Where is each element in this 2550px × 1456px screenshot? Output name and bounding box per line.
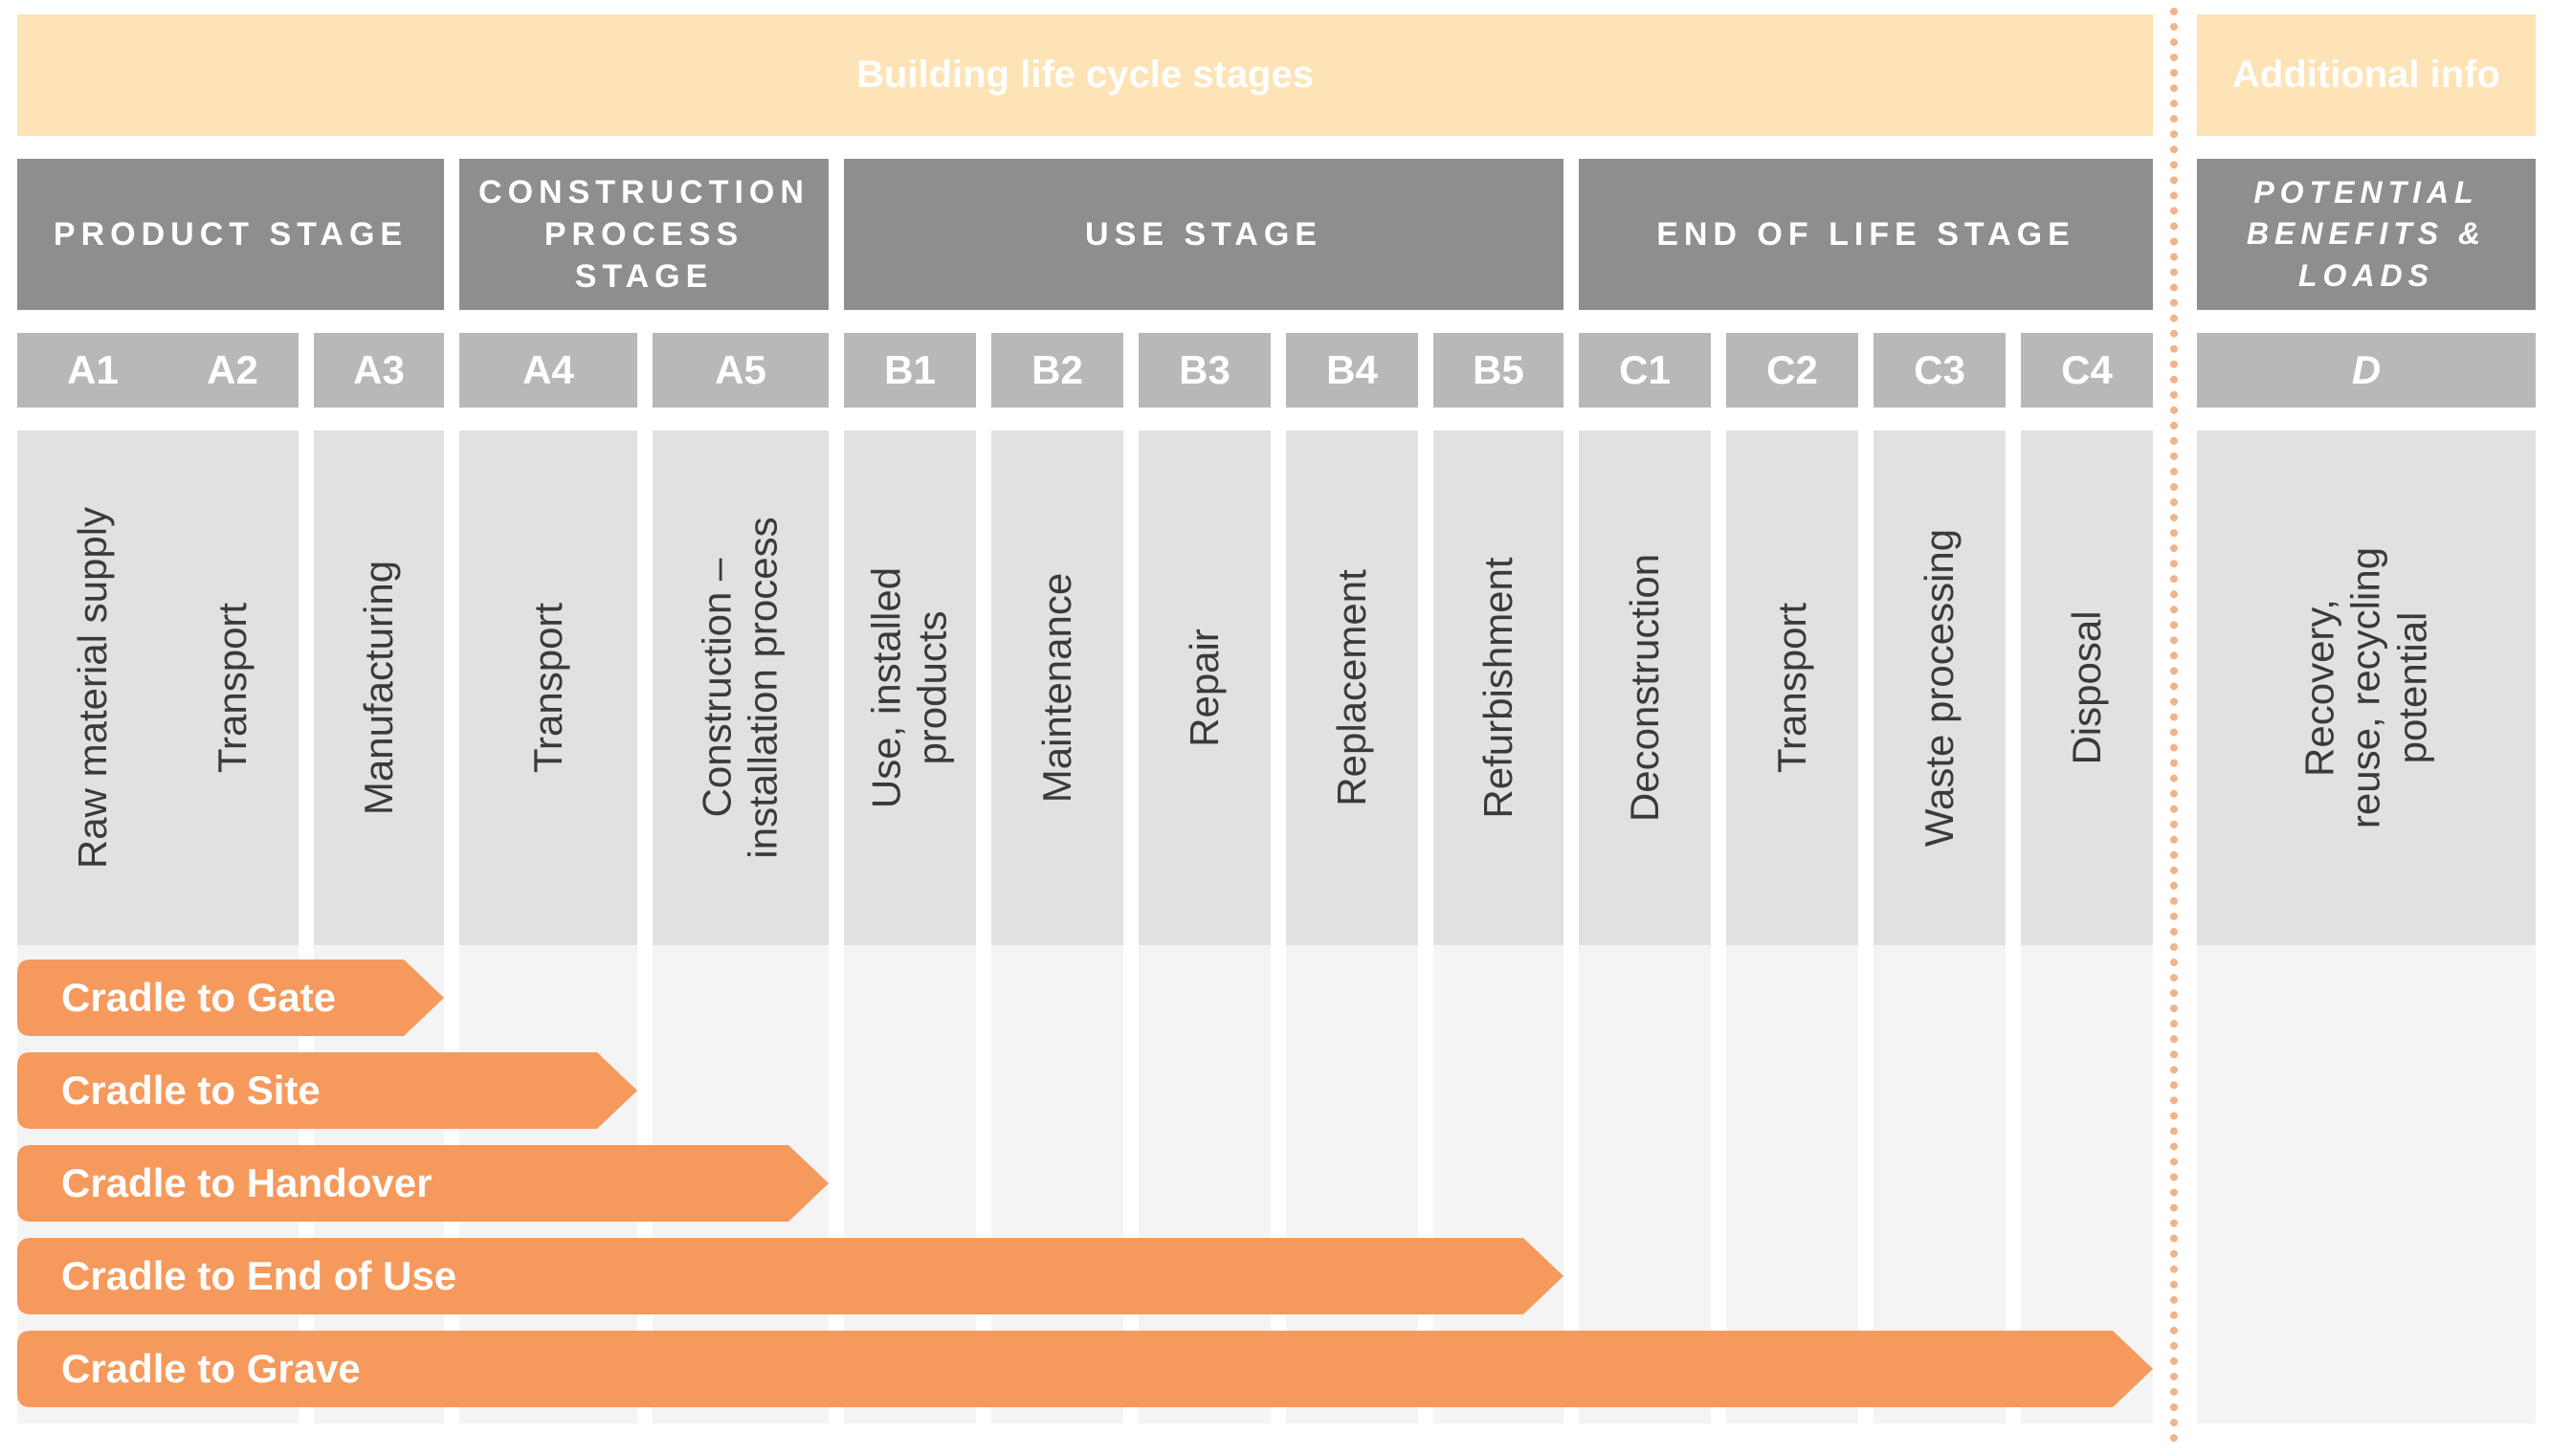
module-code-b2: B2 bbox=[991, 333, 1123, 408]
stage-construction-process: CONSTRUCTION PROCESS STAGE bbox=[459, 159, 829, 310]
scope-label: Cradle to End of Use bbox=[61, 1253, 457, 1298]
scope-arrow-cradle-to-site bbox=[17, 1052, 637, 1129]
building-life-cycle-banner: Building life cycle stages bbox=[17, 14, 2153, 136]
module-description-a2: Transport bbox=[166, 430, 299, 945]
module-description-a1: Raw material supply bbox=[17, 430, 168, 945]
module-code-c1: C1 bbox=[1579, 333, 1711, 408]
module-code-a3: A3 bbox=[314, 333, 444, 408]
scope-arrow-cradle-to-grave bbox=[17, 1331, 2153, 1407]
module-lane-d bbox=[2197, 945, 2536, 1423]
module-code-a4: A4 bbox=[459, 333, 637, 408]
scope-arrow-cradle-to-handover bbox=[17, 1145, 829, 1222]
module-code-c3: C3 bbox=[1874, 333, 2006, 408]
module-description-b2: Maintenance bbox=[991, 430, 1123, 945]
module-description-b4: Replacement bbox=[1286, 430, 1418, 945]
scope-label: Cradle to Grave bbox=[61, 1346, 361, 1391]
scope-label: Cradle to Gate bbox=[61, 975, 337, 1020]
module-description-b3: Repair bbox=[1139, 430, 1271, 945]
scope-arrow-cradle-to-gate bbox=[17, 960, 444, 1036]
module-description-a5: Construction – installation process bbox=[653, 430, 829, 945]
module-code-b5: B5 bbox=[1433, 333, 1563, 408]
module-description-a4: Transport bbox=[459, 430, 637, 945]
module-code-c2: C2 bbox=[1726, 333, 1858, 408]
scope-label: Cradle to Site bbox=[61, 1068, 321, 1113]
scope-arrow-cradle-to-end-of-use bbox=[17, 1238, 1563, 1314]
module-description-b1: Use, installed products bbox=[844, 430, 976, 945]
module-code-a5: A5 bbox=[653, 333, 829, 408]
module-code-b1: B1 bbox=[844, 333, 976, 408]
stage-end-of-life: END OF LIFE STAGE bbox=[1579, 159, 2153, 310]
module-code-b4: B4 bbox=[1286, 333, 1418, 408]
module-description-a3: Manufacturing bbox=[314, 430, 444, 945]
module-description-c1: Deconstruction bbox=[1579, 430, 1711, 945]
module-description-b5: Refurbishment bbox=[1433, 430, 1563, 945]
module-code-d: D bbox=[2197, 333, 2536, 408]
stage-product: PRODUCT STAGE bbox=[17, 159, 444, 310]
info-divider bbox=[2170, 8, 2178, 1443]
stage-use: USE STAGE bbox=[844, 159, 1563, 310]
module-description-c3: Waste processing bbox=[1874, 430, 2006, 945]
module-code-a1: A1 bbox=[17, 333, 168, 408]
module-code-c4: C4 bbox=[2021, 333, 2153, 408]
stage-potential-benefits: POTENTIAL BENEFITS & LOADS bbox=[2197, 159, 2536, 310]
module-description-c4: Disposal bbox=[2021, 430, 2153, 945]
module-code-a2: A2 bbox=[166, 333, 299, 408]
scope-label: Cradle to Handover bbox=[61, 1160, 432, 1205]
module-description-c2: Transport bbox=[1726, 430, 1858, 945]
module-code-b3: B3 bbox=[1139, 333, 1271, 408]
additional-info-banner: Additional info bbox=[2197, 14, 2536, 136]
module-description-d: Recovery, reuse, recycling potential bbox=[2197, 430, 2536, 945]
